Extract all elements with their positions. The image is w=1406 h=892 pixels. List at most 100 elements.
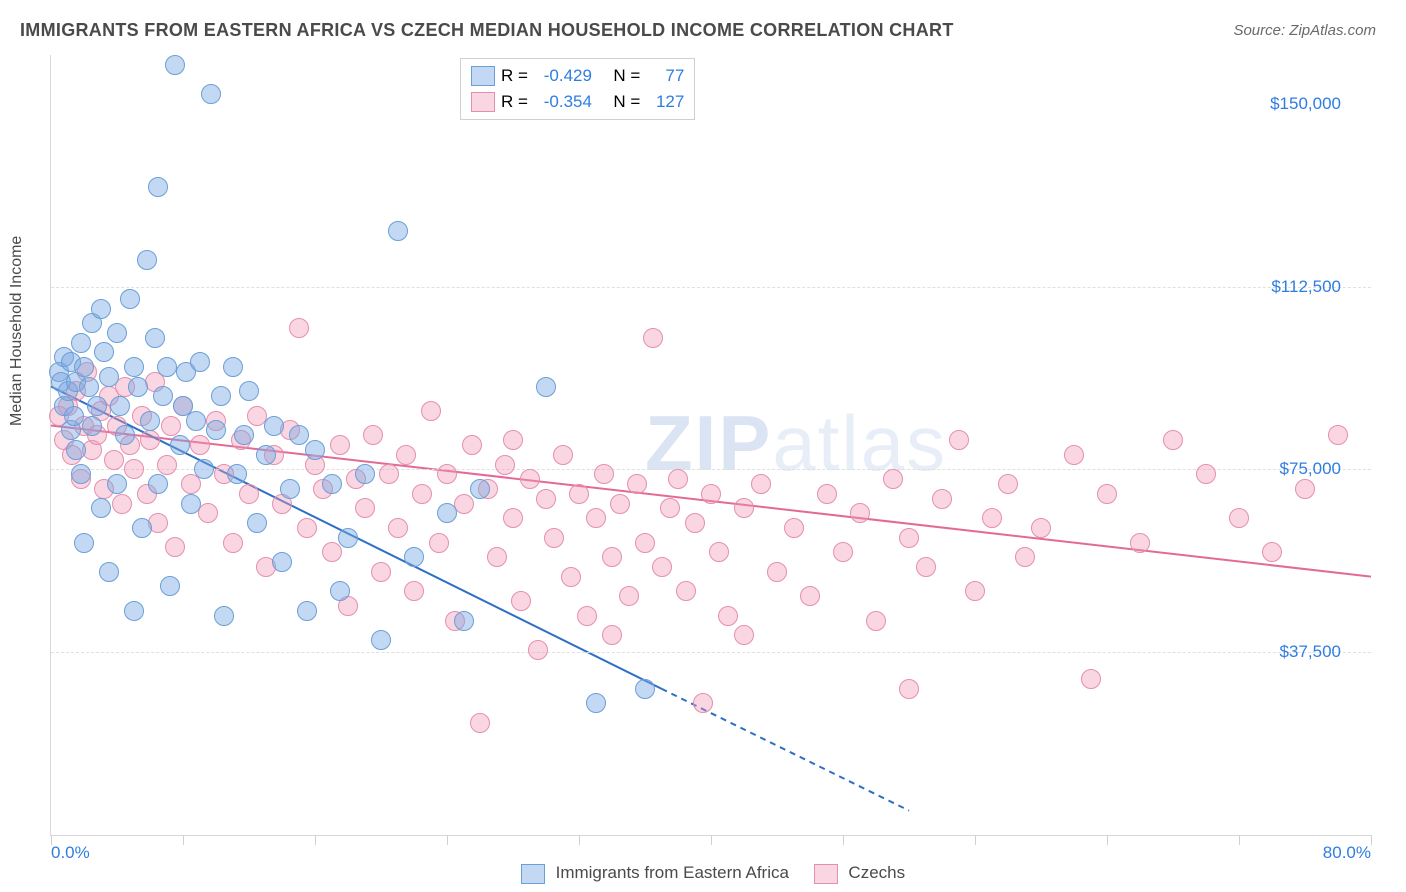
series-legend: Immigrants from Eastern Africa Czechs — [0, 863, 1406, 884]
data-point-pink — [1229, 508, 1249, 528]
data-point-blue — [82, 416, 102, 436]
data-point-pink — [553, 445, 573, 465]
data-point-blue — [79, 377, 99, 397]
data-point-blue — [322, 474, 342, 494]
data-point-blue — [186, 411, 206, 431]
x-tick — [315, 835, 316, 845]
data-point-pink — [676, 581, 696, 601]
data-point-pink — [949, 430, 969, 450]
data-point-pink — [652, 557, 672, 577]
data-point-pink — [1097, 484, 1117, 504]
data-point-pink — [112, 494, 132, 514]
data-point-pink — [767, 562, 787, 582]
data-point-pink — [668, 469, 688, 489]
data-point-blue — [157, 357, 177, 377]
data-point-blue — [330, 581, 350, 601]
data-point-pink — [388, 518, 408, 538]
data-point-pink — [965, 581, 985, 601]
data-point-blue — [107, 474, 127, 494]
data-point-blue — [148, 177, 168, 197]
data-point-blue — [227, 464, 247, 484]
data-point-blue — [190, 352, 210, 372]
legend-label-blue: Immigrants from Eastern Africa — [556, 863, 789, 882]
data-point-pink — [511, 591, 531, 611]
data-point-pink — [487, 547, 507, 567]
data-point-pink — [982, 508, 1002, 528]
data-point-blue — [165, 55, 185, 75]
swatch-pink-icon — [471, 92, 495, 112]
data-point-pink — [1262, 542, 1282, 562]
chart-title: IMMIGRANTS FROM EASTERN AFRICA VS CZECH … — [20, 20, 954, 41]
data-point-blue — [289, 425, 309, 445]
data-point-pink — [734, 498, 754, 518]
data-point-blue — [371, 630, 391, 650]
x-tick-label: 0.0% — [51, 843, 90, 863]
data-point-blue — [272, 552, 292, 572]
x-tick — [579, 835, 580, 845]
data-point-blue — [206, 420, 226, 440]
gridline-h — [51, 469, 1371, 470]
legend-label-pink: Czechs — [848, 863, 905, 882]
data-point-pink — [544, 528, 564, 548]
stats-row-pink: R = -0.354 N = 127 — [471, 89, 684, 115]
data-point-blue — [388, 221, 408, 241]
data-point-pink — [817, 484, 837, 504]
data-point-pink — [594, 464, 614, 484]
data-point-pink — [800, 586, 820, 606]
data-point-pink — [371, 562, 391, 582]
y-tick-label: $37,500 — [1280, 642, 1341, 662]
data-point-blue — [404, 547, 424, 567]
data-point-blue — [211, 386, 231, 406]
x-tick — [711, 835, 712, 845]
data-point-blue — [148, 474, 168, 494]
x-tick — [183, 835, 184, 845]
n-value-pink: 127 — [646, 92, 684, 112]
data-point-pink — [635, 533, 655, 553]
data-point-pink — [470, 713, 490, 733]
data-point-pink — [396, 445, 416, 465]
y-tick-label: $75,000 — [1280, 459, 1341, 479]
data-point-blue — [305, 440, 325, 460]
swatch-blue-icon — [521, 864, 545, 884]
scatter-plot-area: ZIPatlas $37,500$75,000$112,500$150,0000… — [50, 55, 1371, 836]
data-point-pink — [916, 557, 936, 577]
data-point-pink — [437, 464, 457, 484]
data-point-blue — [99, 367, 119, 387]
y-tick-label: $150,000 — [1270, 94, 1341, 114]
data-point-blue — [256, 445, 276, 465]
data-point-pink — [503, 508, 523, 528]
data-point-pink — [161, 416, 181, 436]
data-point-pink — [1130, 533, 1150, 553]
data-point-blue — [64, 406, 84, 426]
data-point-pink — [223, 533, 243, 553]
r-label: R = — [501, 92, 528, 112]
data-point-pink — [355, 498, 375, 518]
data-point-blue — [140, 411, 160, 431]
data-point-pink — [1031, 518, 1051, 538]
data-point-pink — [536, 489, 556, 509]
data-point-pink — [561, 567, 581, 587]
data-point-blue — [170, 435, 190, 455]
data-point-blue — [234, 425, 254, 445]
swatch-blue-icon — [471, 66, 495, 86]
data-point-blue — [181, 494, 201, 514]
data-point-pink — [866, 611, 886, 631]
data-point-blue — [124, 601, 144, 621]
data-point-blue — [94, 342, 114, 362]
data-point-pink — [495, 455, 515, 475]
data-point-blue — [87, 396, 107, 416]
r-value-pink: -0.354 — [534, 92, 592, 112]
data-point-blue — [355, 464, 375, 484]
r-label: R = — [501, 66, 528, 86]
data-point-pink — [104, 450, 124, 470]
data-point-blue — [132, 518, 152, 538]
data-point-blue — [247, 513, 267, 533]
data-point-blue — [201, 84, 221, 104]
data-point-blue — [635, 679, 655, 699]
data-point-blue — [153, 386, 173, 406]
data-point-pink — [643, 328, 663, 348]
data-point-pink — [322, 542, 342, 562]
x-tick-label: 80.0% — [1323, 843, 1371, 863]
data-point-blue — [128, 377, 148, 397]
data-point-blue — [297, 601, 317, 621]
